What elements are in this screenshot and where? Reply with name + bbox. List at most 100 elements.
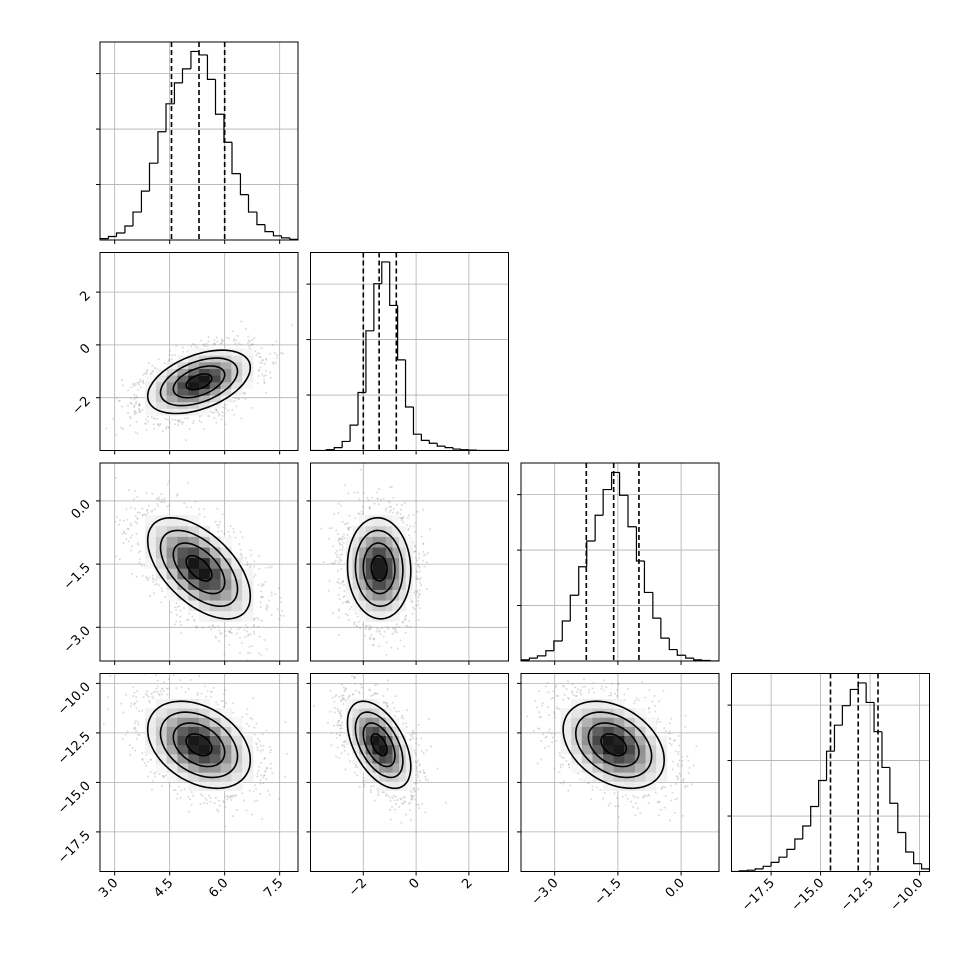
- scatter-point: [413, 789, 416, 792]
- histogram-bar: [165, 103, 175, 132]
- histogram-bar: [857, 682, 867, 690]
- density-cell: [372, 536, 380, 548]
- scatter-point: [399, 513, 402, 516]
- scatter-point: [336, 549, 339, 552]
- histogram-bar: [635, 526, 645, 562]
- contour-line: [185, 733, 213, 757]
- scatter-point: [244, 327, 247, 330]
- scatter-point: [141, 408, 144, 411]
- histogram-bar: [778, 856, 787, 863]
- scatter-point: [678, 744, 681, 747]
- scatter-point: [137, 388, 140, 391]
- scatter-point: [141, 709, 144, 712]
- histogram-bar: [818, 779, 827, 807]
- scatter-point: [263, 381, 266, 384]
- density-cell: [405, 781, 413, 791]
- scatter-point: [133, 702, 136, 705]
- scatter-point: [145, 577, 148, 580]
- scatter-point: [559, 782, 562, 785]
- scatter-point: [664, 794, 667, 797]
- density-cell: [242, 600, 254, 612]
- scatter-point: [259, 782, 262, 785]
- scatter-point: [560, 766, 563, 769]
- scatter-point: [216, 410, 219, 413]
- scatter-point: [358, 692, 361, 695]
- scatter-point: [248, 345, 251, 348]
- scatter-point: [224, 806, 227, 809]
- density-cell: [166, 717, 178, 727]
- scatter-point: [152, 370, 155, 373]
- scatter-point: [180, 420, 183, 423]
- scatter-point: [168, 426, 171, 429]
- scatter-point: [159, 690, 162, 693]
- density-cell: [145, 557, 157, 569]
- scatter-point: [135, 532, 138, 535]
- scatter-point: [415, 803, 418, 806]
- scatter-point: [648, 711, 651, 714]
- density-cell: [365, 753, 373, 764]
- scatter-point: [214, 796, 217, 799]
- scatter-point: [363, 634, 366, 637]
- density-cell: [399, 735, 407, 746]
- scatter-point: [134, 728, 137, 731]
- scatter-point: [241, 536, 244, 539]
- density-cell: [365, 735, 373, 746]
- histogram-bar: [545, 650, 554, 656]
- scatter-point: [421, 802, 424, 805]
- scatter-point: [135, 700, 138, 703]
- scatter-point: [659, 721, 662, 724]
- scatter-point: [229, 525, 232, 528]
- density-cell: [560, 717, 572, 727]
- scatter-point: [137, 721, 140, 724]
- scatter-point: [214, 635, 217, 638]
- scatter-point: [670, 799, 673, 802]
- scatter-point: [355, 612, 358, 615]
- scatter-point: [673, 811, 676, 814]
- scatter-point: [574, 695, 577, 698]
- scatter-point: [138, 404, 141, 407]
- scatter-point: [347, 753, 350, 756]
- scatter-points: [320, 468, 432, 661]
- density-cell: [188, 763, 200, 773]
- density-cell: [220, 781, 232, 791]
- density-cell: [405, 589, 413, 601]
- scatter-point: [369, 791, 372, 794]
- scatter-point: [354, 517, 357, 520]
- density-cell: [199, 578, 211, 590]
- density-cell: [624, 763, 636, 773]
- scatter-point: [137, 543, 140, 546]
- scatter-point: [153, 427, 156, 430]
- density-cell: [242, 381, 254, 389]
- scatter-point: [139, 550, 142, 553]
- scatter-point: [213, 802, 216, 805]
- scatter-point: [184, 691, 187, 694]
- scatter-point: [262, 584, 265, 587]
- scatter-point: [256, 775, 259, 778]
- density-cell: [177, 726, 189, 737]
- density-cell: [603, 763, 615, 773]
- density-cell: [345, 568, 353, 580]
- scatter-point: [218, 412, 221, 415]
- scatter-point: [258, 361, 261, 364]
- scatter-point: [555, 740, 558, 743]
- scatter-point: [125, 508, 128, 511]
- scatter-point: [378, 629, 381, 632]
- histogram-bar: [132, 211, 142, 227]
- scatter-point: [163, 501, 166, 504]
- scatter-point: [404, 631, 407, 634]
- scatter-point: [344, 613, 347, 616]
- scatter-point: [344, 523, 347, 526]
- scatter-point: [555, 684, 558, 687]
- scatter-point: [94, 403, 96, 405]
- scatter-point: [669, 732, 672, 735]
- density-cell: [372, 578, 380, 590]
- density-cell: [145, 536, 157, 548]
- scatter-point: [177, 424, 180, 427]
- scatter-point: [136, 690, 139, 693]
- scatter-point: [389, 808, 392, 811]
- scatter-point: [347, 618, 350, 621]
- scatter-point: [115, 397, 118, 400]
- scatter-point: [246, 651, 249, 654]
- scatter-point: [223, 801, 226, 804]
- scatter-point: [365, 625, 368, 628]
